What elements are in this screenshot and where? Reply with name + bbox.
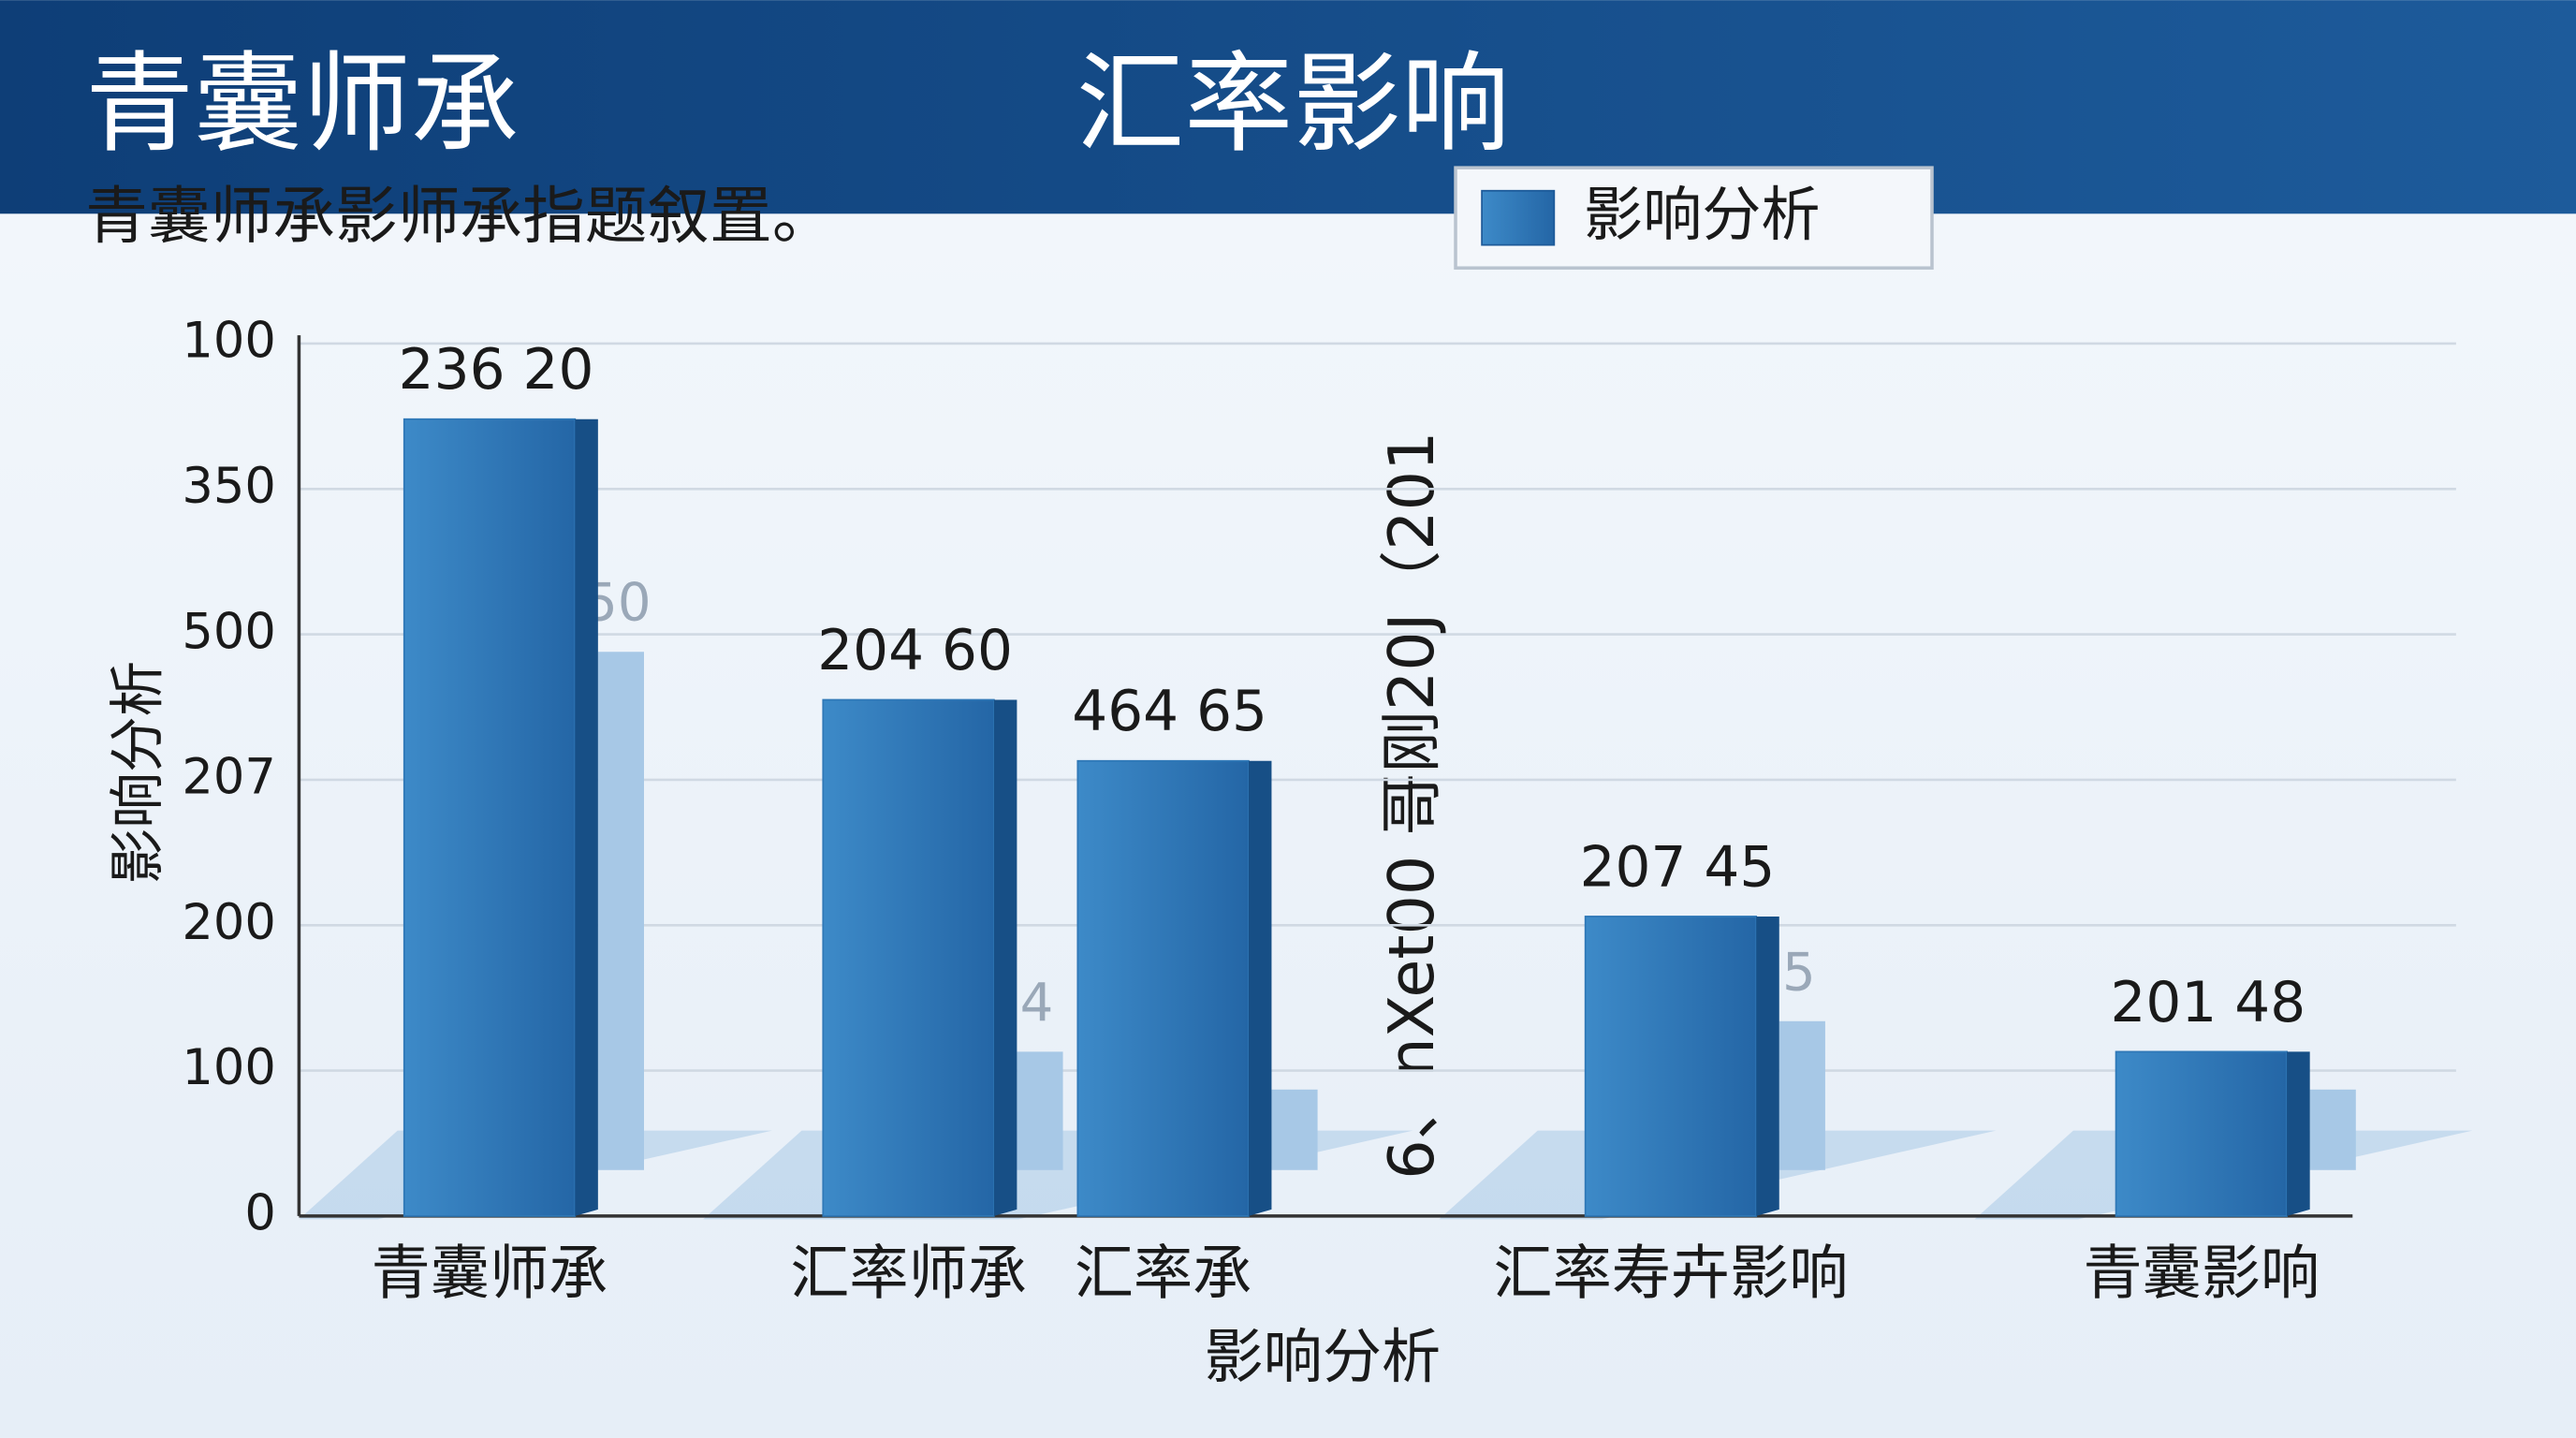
bar-side [2287,1051,2310,1216]
bar-label: 207 45 [1580,835,1776,900]
bar-side [993,699,1017,1216]
y-tick-label: 500 [182,603,275,660]
y-tick-label: 350 [182,458,275,515]
title-center: 汇率影响 [1076,41,1510,168]
y-axis-label: 影响分析 [107,661,171,885]
subtitle: 青囊师承影师承指题叙置。 [85,179,834,252]
bar-side [1248,760,1272,1216]
bar-side [575,418,598,1216]
back-bar [1778,1020,1825,1170]
bar [822,698,995,1217]
bar [2115,1050,2288,1217]
title: 青囊师承 [85,41,519,168]
y-tick-label: 0 [244,1185,276,1242]
back-bar [597,652,644,1170]
back-bar [2309,1089,2356,1170]
x-axis-label: 影响分析 [1205,1322,1442,1391]
bar [402,418,577,1217]
x-tick-label: 青囊师承 [372,1238,608,1307]
back-bar-label: 5 [1782,942,1816,1003]
bar-label: 236 20 [399,338,594,403]
legend-label: 影响分析 [1584,180,1821,249]
x-tick-label: 汇率师承 [790,1238,1027,1307]
bar-label: 204 60 [817,619,1013,683]
bar-side [1756,916,1779,1216]
annotation: 6、nXet00 哥刚20J（201 [1375,432,1448,1180]
header-band [0,0,2576,214]
back-bar [1017,1051,1063,1170]
bar [1076,759,1250,1217]
y-tick-label: 100 [182,313,275,370]
bar [1584,916,1758,1217]
x-tick-label: 汇率承 [1075,1238,1252,1307]
bar-label: 464 65 [1072,680,1267,744]
legend-swatch [1481,189,1556,246]
y-tick-label: 200 [182,894,275,951]
x-tick-label: 青囊影响 [2083,1238,2320,1307]
y-tick-label: 100 [182,1039,275,1096]
y-tick-label: 207 [182,749,275,806]
back-bar-label: 4 [1020,973,1054,1034]
bar-label: 201 48 [2110,971,2305,1035]
back-bar [1271,1089,1318,1170]
x-tick-label: 汇率寿卉影响 [1493,1238,1848,1307]
